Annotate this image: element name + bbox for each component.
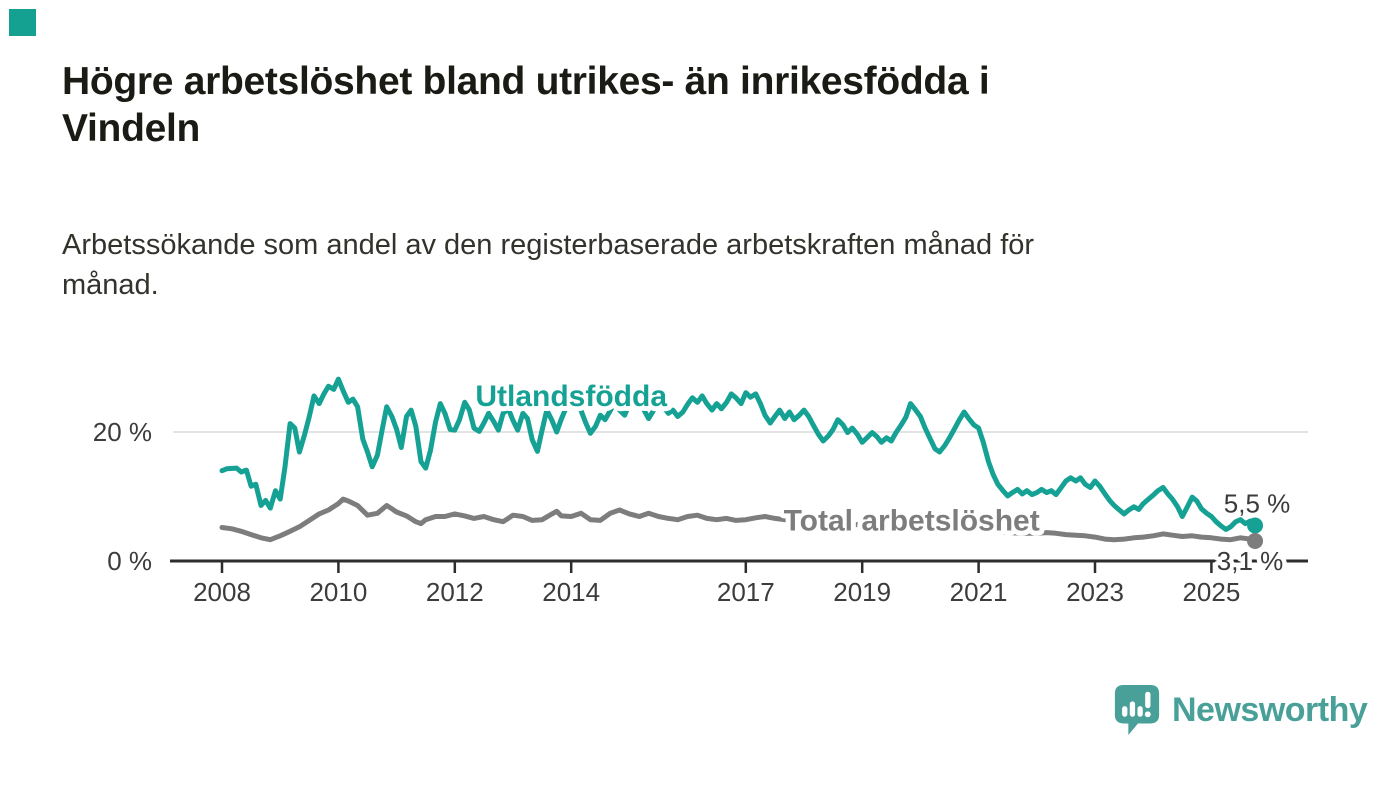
series-end-dot-0 xyxy=(1247,517,1264,534)
title-line-2: Vindeln xyxy=(62,107,201,150)
x-tick-label: 2023 xyxy=(1066,577,1124,607)
series-end-dot-1 xyxy=(1247,533,1264,550)
y-tick-label: 20 % xyxy=(93,417,152,447)
speech-bubble-shape xyxy=(1114,685,1160,735)
bar-chart-bar-2 xyxy=(1129,701,1136,717)
x-tick-label: 2017 xyxy=(717,577,775,607)
x-tick-label: 2010 xyxy=(309,577,367,607)
series-end-label-0: 5,5 % xyxy=(1224,489,1291,519)
x-tick-label: 2014 xyxy=(542,577,600,607)
x-tick-label: 2012 xyxy=(426,577,484,607)
series-label-0: Utlandsfödda xyxy=(475,380,667,413)
exclamation-bar xyxy=(1145,691,1151,709)
bar-chart-bar-1 xyxy=(1122,706,1128,717)
subtitle-line-1: Arbetssökande som andel av den registerb… xyxy=(62,229,1035,261)
series-end-label-1: 3,1 % xyxy=(1217,546,1284,576)
y-tick-label: 0 % xyxy=(107,546,152,576)
x-tick-label: 2025 xyxy=(1182,577,1240,607)
title-line-1: Högre arbetslöshet bland utrikes- än inr… xyxy=(62,60,990,103)
series-line-1 xyxy=(219,496,1258,544)
subtitle-line-2: månad. xyxy=(62,269,159,301)
brand-square xyxy=(9,9,36,36)
chart-subtitle: Arbetssökande som andel av den registerb… xyxy=(62,225,1342,305)
x-tick-label: 2008 xyxy=(193,577,251,607)
x-tick-label: 2019 xyxy=(833,577,891,607)
series-label-1: Total arbetslöshet xyxy=(784,504,1040,537)
series-line-0 xyxy=(219,376,1258,532)
brand-footer: Newsworthy xyxy=(1112,682,1368,738)
brand-name: Newsworthy xyxy=(1172,690,1368,729)
newsworthy-logo-icon xyxy=(1114,685,1160,735)
bar-chart-bar-3 xyxy=(1137,706,1143,717)
exclamation-dot xyxy=(1144,711,1151,718)
header: Högre arbetslöshet bland utrikes- än inr… xyxy=(62,58,1342,152)
x-tick-label: 2021 xyxy=(950,577,1008,607)
page-title: Högre arbetslöshet bland utrikes- än inr… xyxy=(62,58,1342,152)
